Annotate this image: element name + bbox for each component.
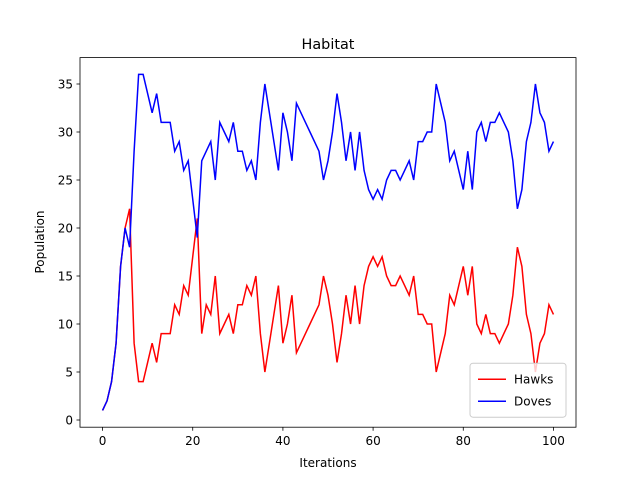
plot-frame xyxy=(79,57,577,428)
x-tick-label: 0 xyxy=(99,434,107,448)
x-tick-label: 100 xyxy=(542,434,565,448)
x-tick-label: 40 xyxy=(275,434,290,448)
legend-box xyxy=(469,362,567,418)
x-tick-label: 20 xyxy=(185,434,200,448)
x-tick-label: 80 xyxy=(456,434,471,448)
x-axis-label: Iterations xyxy=(299,456,356,470)
y-tick-label: 25 xyxy=(58,174,73,188)
y-axis-label: Population xyxy=(33,210,47,273)
chart-title: Habitat xyxy=(302,37,355,53)
series-line xyxy=(101,73,555,411)
legend-label: Doves xyxy=(514,395,551,409)
x-tick-label: 60 xyxy=(365,434,380,448)
y-tick-label: 5 xyxy=(65,366,73,380)
y-tick-label: 10 xyxy=(58,318,73,332)
y-tick-label: 0 xyxy=(65,414,73,428)
y-tick-label: 30 xyxy=(58,126,73,140)
y-tick-label: 35 xyxy=(58,78,73,92)
y-tick-label: 15 xyxy=(58,270,73,284)
series-line xyxy=(101,208,555,411)
y-tick-label: 20 xyxy=(58,222,73,236)
legend-label: Hawks xyxy=(514,373,553,387)
